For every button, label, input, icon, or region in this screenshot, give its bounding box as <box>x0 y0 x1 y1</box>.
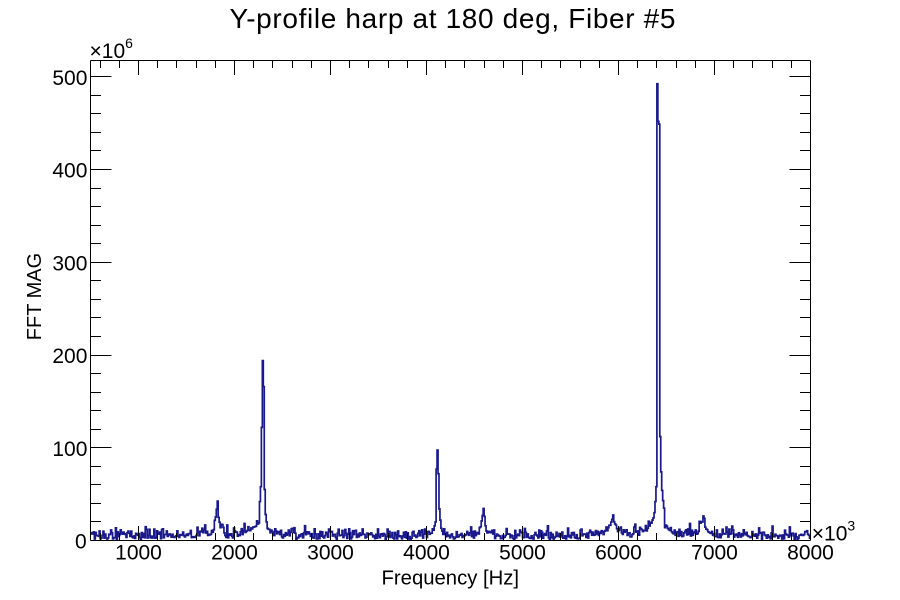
svg-text:100: 100 <box>52 438 87 461</box>
svg-text:8000: 8000 <box>787 542 834 565</box>
svg-text:×106: ×106 <box>90 35 134 63</box>
svg-text:4000: 4000 <box>403 542 450 565</box>
svg-text:0: 0 <box>75 530 87 553</box>
svg-text:3000: 3000 <box>307 542 354 565</box>
svg-text:500: 500 <box>52 67 87 90</box>
svg-text:6000: 6000 <box>595 542 642 565</box>
svg-text:400: 400 <box>52 160 87 183</box>
svg-text:5000: 5000 <box>499 542 546 565</box>
svg-text:Frequency [Hz]: Frequency [Hz] <box>382 567 520 589</box>
svg-text:300: 300 <box>52 252 87 275</box>
svg-text:FFT MAG: FFT MAG <box>24 253 46 340</box>
svg-text:200: 200 <box>52 345 87 368</box>
svg-text:7000: 7000 <box>691 542 738 565</box>
svg-text:2000: 2000 <box>211 542 258 565</box>
svg-text:1000: 1000 <box>115 542 162 565</box>
svg-text:Y-profile harp at 180 deg, Fib: Y-profile harp at 180 deg, Fiber #5 <box>229 3 676 34</box>
